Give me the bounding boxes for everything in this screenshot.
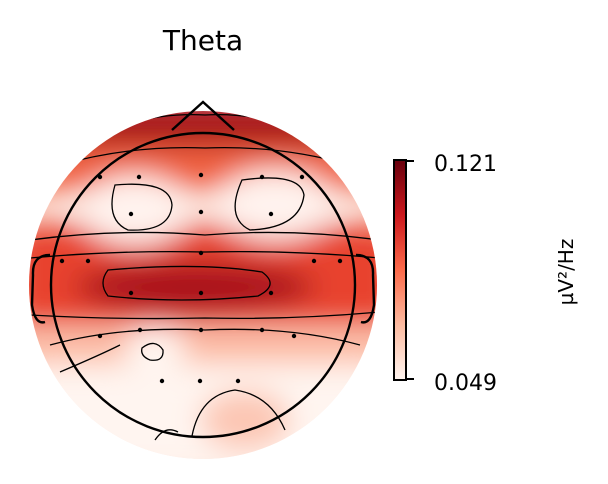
chart-title: Theta [162, 24, 244, 57]
colorbar-unit-label: µV²/Hz [554, 239, 578, 306]
colorbar-min-label: 0.049 [434, 371, 497, 396]
colorbar-max-label: 0.121 [434, 152, 497, 177]
sensor-markers [59, 172, 343, 384]
scalp-heatmap [29, 111, 377, 459]
head-outline [30, 100, 376, 439]
colorbar: 0.121 0.049 µV²/Hz [393, 152, 578, 396]
